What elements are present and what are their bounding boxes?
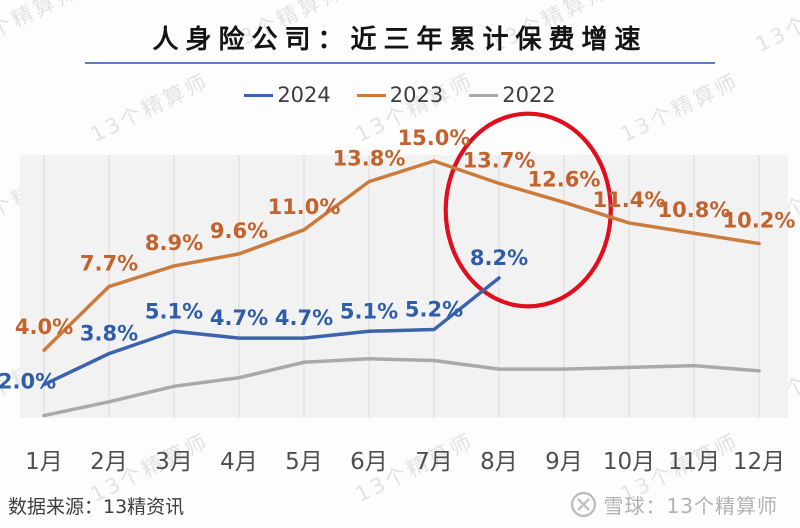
title-divider <box>85 62 715 64</box>
plot-area <box>20 155 788 418</box>
data-label-2024: 5.1% <box>340 299 398 323</box>
page-title: 人身险公司：近三年累计保费增速 <box>152 25 648 55</box>
x-tick-label: 10月 <box>603 449 655 475</box>
data-label-2023: 15.0% <box>398 126 471 150</box>
data-label-2023: 13.8% <box>333 147 406 171</box>
data-label-2024: 3.8% <box>80 322 138 346</box>
legend-item-2024: 2024 <box>244 83 331 107</box>
data-label-2024: 5.1% <box>145 299 203 323</box>
data-label-2024: 8.2% <box>470 246 528 270</box>
x-tick-label: 11月 <box>668 449 720 475</box>
x-tick-label: 6月 <box>350 449 388 475</box>
data-label-2023: 8.9% <box>145 231 203 255</box>
data-label-2024: 4.7% <box>275 306 333 330</box>
data-label-2023: 9.6% <box>210 219 268 243</box>
data-label-2023: 7.7% <box>80 252 138 276</box>
x-tick-label: 5月 <box>285 449 323 475</box>
legend-label: 2023 <box>389 83 444 107</box>
series-line-2022 <box>42 357 761 418</box>
x-tick-label: 7月 <box>415 449 453 475</box>
data-label-2023: 11.0% <box>268 195 341 219</box>
x-tick-label: 3月 <box>155 449 193 475</box>
legend-marker <box>244 94 274 97</box>
legend-item-2022: 2022 <box>469 83 556 107</box>
x-tick-label: 1月 <box>25 449 63 475</box>
series-line-2024 <box>42 276 501 387</box>
data-label-2023: 11.4% <box>593 188 666 212</box>
series-line-2023 <box>42 159 761 352</box>
data-label-2024: 2.0% <box>0 370 56 394</box>
chart-header: 人身险公司：近三年累计保费增速 <box>0 0 800 64</box>
brand-text: 雪球：13个精算师 <box>603 494 778 518</box>
data-label-2023: 13.7% <box>463 148 536 172</box>
legend-marker <box>356 94 386 97</box>
x-tick-label: 2月 <box>90 449 128 475</box>
x-tick-label: 12月 <box>733 449 785 475</box>
brand-footer: 雪球：13个精算师 <box>570 490 778 519</box>
data-label-2023: 12.6% <box>528 167 601 191</box>
xueqiu-logo-icon <box>570 491 596 518</box>
legend-label: 2022 <box>502 83 556 107</box>
legend-item-2023: 2023 <box>356 83 444 107</box>
data-label-2023: 10.8% <box>658 198 731 222</box>
highlight-ellipse <box>443 111 613 309</box>
x-tick-label: 8月 <box>480 449 518 475</box>
data-label-2023: 4.0% <box>15 315 73 339</box>
data-label-2023: 10.2% <box>723 209 796 233</box>
chart-legend: 2024 2023 2022 <box>0 85 800 106</box>
x-tick-label: 9月 <box>545 449 583 475</box>
legend-marker <box>469 94 499 97</box>
x-tick-label: 4月 <box>220 449 258 475</box>
data-source-text: 数据来源：13精资讯 <box>8 496 185 518</box>
data-label-2024: 5.2% <box>405 298 463 322</box>
legend-label: 2024 <box>277 83 331 107</box>
data-label-2024: 4.7% <box>210 306 268 330</box>
